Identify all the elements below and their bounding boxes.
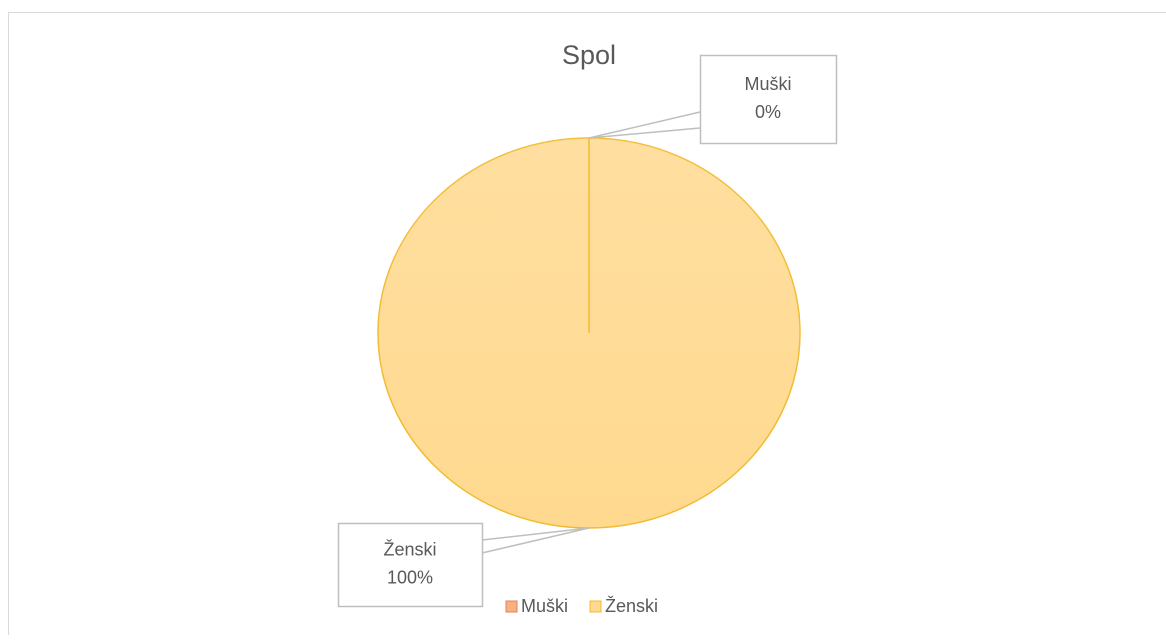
label-value: 0% (755, 102, 781, 122)
pie (378, 138, 800, 528)
legend-swatch (506, 601, 517, 612)
label-category: Ženski (383, 539, 436, 559)
label-category: Muški (744, 74, 791, 94)
legend-swatch (590, 601, 601, 612)
label-box (339, 524, 483, 607)
legend-label: Ženski (605, 596, 658, 616)
label-box (701, 56, 837, 144)
chart-title: Spol (562, 40, 616, 70)
label-value: 100% (387, 567, 433, 587)
legend-label: Muški (521, 596, 568, 616)
